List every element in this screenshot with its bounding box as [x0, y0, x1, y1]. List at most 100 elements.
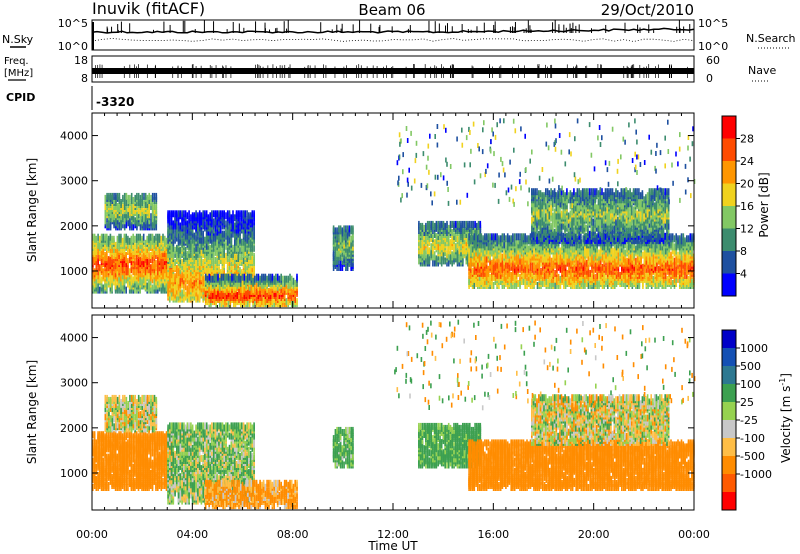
echo-cell — [158, 239, 161, 247]
echo-cell — [494, 233, 497, 241]
echo-cell — [123, 221, 126, 229]
echo-cell — [129, 209, 131, 217]
echo-cell — [242, 210, 245, 218]
echo-cell — [158, 233, 161, 241]
echo-cell — [489, 273, 491, 281]
echo-cell — [127, 258, 129, 266]
echo-cell — [517, 280, 519, 287]
noise-tick-right-bottom: 10^0 — [698, 40, 728, 53]
freq-tick-top: 18 — [74, 54, 88, 67]
echo-cell — [332, 264, 335, 271]
echo-cell — [477, 265, 479, 273]
echo-cell — [136, 203, 138, 210]
echo-cell — [160, 235, 163, 243]
echo-cell — [248, 292, 251, 299]
echo-cell — [212, 210, 215, 218]
echo-cell — [191, 252, 194, 260]
echo-cell — [198, 263, 201, 271]
echo-cell — [179, 222, 182, 230]
echo-cell — [113, 207, 115, 215]
echo-cell — [237, 244, 240, 252]
echo-cell — [197, 250, 199, 258]
echo-cell — [164, 258, 166, 266]
echo-cell — [191, 212, 194, 220]
echo-cell — [216, 228, 218, 236]
echo-cell — [218, 224, 220, 232]
echo-cell — [153, 192, 156, 200]
echo-cell — [132, 252, 134, 259]
cpid-row: CPID -3320 — [6, 86, 134, 110]
echo-cell — [197, 279, 199, 287]
echo-cell — [155, 264, 157, 272]
echo-cell — [122, 221, 124, 229]
echo-cell — [193, 212, 196, 220]
echo-cell — [510, 271, 512, 279]
echo-cell — [485, 233, 488, 241]
echo-cell — [120, 233, 122, 241]
echo-cell — [505, 235, 507, 243]
echo-cell — [99, 239, 101, 247]
echo-cell — [246, 255, 248, 262]
echo-cell — [104, 194, 107, 202]
echo-cell — [197, 259, 199, 266]
echo-cell — [191, 236, 194, 244]
echo-cell — [225, 257, 227, 264]
echo-cell — [484, 233, 486, 241]
echo-cell — [121, 272, 124, 280]
echo-cell — [468, 255, 470, 263]
echo-cell — [143, 207, 145, 215]
echo-cell — [129, 199, 131, 206]
echo-cell — [188, 216, 190, 224]
echo-cell — [282, 285, 284, 293]
echo-cell — [220, 273, 223, 281]
echo-cell — [97, 284, 99, 292]
echo-cell — [190, 279, 192, 287]
echo-cell — [266, 296, 268, 303]
echo-cell — [179, 232, 182, 240]
echo-cell — [276, 283, 279, 291]
echo-cell — [341, 227, 344, 235]
echo-cell — [139, 233, 141, 241]
echo-cell — [155, 260, 157, 268]
echo-cell — [123, 217, 126, 225]
noise-search-line — [91, 38, 695, 42]
echo-cell — [146, 201, 149, 208]
echo-cell — [108, 192, 110, 200]
echo-cell — [238, 273, 240, 281]
echo-cell — [123, 270, 126, 278]
echo-cell — [352, 225, 354, 233]
echo-cell — [334, 251, 337, 259]
echo-cell — [95, 235, 98, 243]
echo-cell — [198, 240, 201, 248]
echo-cell — [128, 282, 131, 290]
echo-cell — [172, 220, 175, 228]
echo-cell — [146, 245, 148, 253]
echo-cell — [109, 199, 112, 206]
echo-cell — [209, 257, 211, 264]
echo-cell — [338, 241, 340, 249]
echo-cell — [519, 233, 521, 241]
echo-cell — [109, 221, 112, 229]
echo-cell — [121, 237, 124, 245]
echo-cell — [169, 242, 171, 250]
echo-cell — [113, 278, 115, 286]
echo-cell — [149, 264, 152, 272]
echo-cell — [244, 226, 247, 234]
echo-cell — [496, 239, 498, 247]
echo-cell — [202, 275, 204, 283]
echo-cell — [216, 255, 218, 262]
echo-cell — [170, 250, 173, 258]
echo-cell — [225, 252, 227, 260]
echo-cell — [332, 231, 335, 239]
echo-cell — [134, 262, 136, 270]
freq-label-line1: Freq. — [4, 56, 29, 67]
echo-cell — [232, 269, 234, 277]
echo-cell — [164, 250, 166, 257]
echo-cell — [250, 287, 253, 295]
echo-cell — [485, 255, 488, 263]
echo-cell — [246, 234, 248, 242]
echo-cell — [248, 273, 251, 281]
echo-cell — [106, 233, 108, 241]
echo-cell — [473, 282, 476, 289]
echo-cell — [247, 273, 249, 281]
